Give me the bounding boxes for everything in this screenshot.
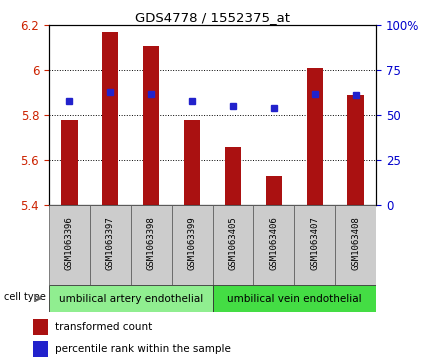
FancyBboxPatch shape — [253, 205, 294, 285]
FancyBboxPatch shape — [49, 285, 212, 312]
Text: umbilical artery endothelial: umbilical artery endothelial — [59, 294, 203, 303]
Bar — [61, 120, 77, 205]
Bar — [225, 147, 241, 205]
Text: GSM1063396: GSM1063396 — [65, 217, 74, 270]
Bar — [184, 120, 200, 205]
Bar — [266, 176, 282, 205]
Text: GSM1063408: GSM1063408 — [351, 217, 360, 270]
FancyBboxPatch shape — [90, 205, 131, 285]
Text: GSM1063406: GSM1063406 — [269, 217, 278, 270]
FancyBboxPatch shape — [294, 205, 335, 285]
Text: GSM1063397: GSM1063397 — [106, 217, 115, 270]
Text: percentile rank within the sample: percentile rank within the sample — [55, 344, 231, 354]
FancyBboxPatch shape — [172, 205, 212, 285]
Text: GSM1063398: GSM1063398 — [147, 217, 156, 270]
FancyBboxPatch shape — [212, 205, 253, 285]
FancyBboxPatch shape — [131, 205, 172, 285]
Bar — [143, 46, 159, 205]
FancyBboxPatch shape — [335, 205, 376, 285]
FancyBboxPatch shape — [49, 205, 90, 285]
Text: transformed count: transformed count — [55, 322, 153, 332]
Text: cell type: cell type — [4, 292, 46, 302]
Text: umbilical vein endothelial: umbilical vein endothelial — [227, 294, 362, 303]
Bar — [33, 341, 48, 358]
Title: GDS4778 / 1552375_at: GDS4778 / 1552375_at — [135, 11, 290, 24]
FancyBboxPatch shape — [212, 285, 376, 312]
Text: GSM1063405: GSM1063405 — [229, 217, 238, 270]
Bar — [348, 95, 364, 205]
Bar — [33, 319, 48, 335]
Bar — [306, 68, 323, 205]
Text: GSM1063407: GSM1063407 — [310, 217, 319, 270]
Text: GSM1063399: GSM1063399 — [187, 217, 196, 270]
Bar — [102, 32, 119, 205]
